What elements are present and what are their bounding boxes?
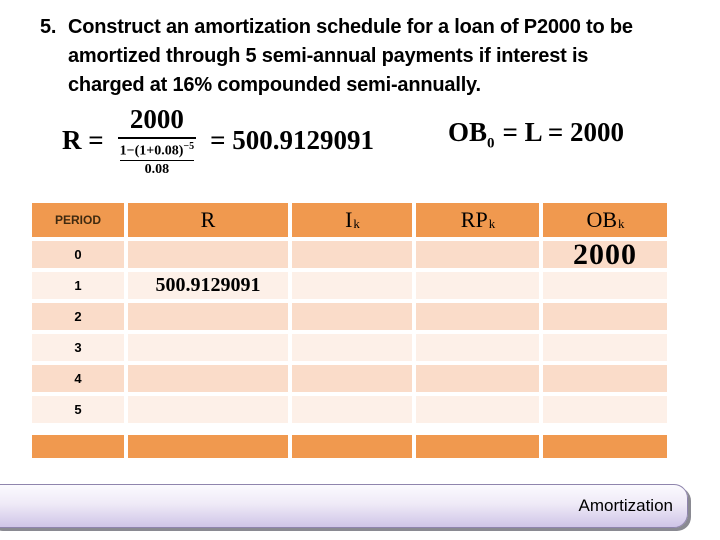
interest-cell [292,272,412,299]
table-row-5: 5 [32,396,667,423]
period-cell: 2 [32,303,124,330]
exponent: −5 [183,141,195,152]
period-cell: 4 [32,365,124,392]
outstanding-balance-cell [543,365,667,392]
table-footer-row [32,435,667,458]
nested-numerator-base: 1−(1+0.08) [119,143,184,159]
title-line-1-text: Construct an amortization schedule for a… [68,16,633,38]
r-cell [128,241,288,268]
table-row-0: 0 2000 [32,240,667,270]
column-header-period: PERIOD [32,203,124,237]
interest-cell [292,241,412,268]
outstanding-balance-cell [543,303,667,330]
r-cell: 500.9129091 [128,272,288,299]
title-line-1: 5. Construct an amortization schedule for… [40,13,633,42]
outstanding-balance-cell [543,272,667,299]
interest-cell [292,303,412,330]
repayment-cell [416,272,539,299]
ob-equation: = L = 2000 [502,117,625,147]
formula-r-lhs: R = [62,124,104,155]
payment-formula: R = 2000 1−(1+0.08)−5 0.08 = 500.9129091 [62,104,374,177]
period-cell: 1 [32,272,124,299]
fraction-bar [117,137,197,139]
column-header-outstanding-balance: OB k [543,203,667,237]
footer-cell [416,435,539,458]
r-cell [128,396,288,423]
r-cell [128,365,288,392]
outstanding-balance-cell [543,334,667,361]
interest-cell [292,365,412,392]
nested-numerator: 1−(1+0.08)−5 [120,142,194,159]
ob-subscript: 0 [487,135,495,152]
table-row-2: 2 [32,303,667,330]
footer-cell [543,435,667,458]
column-header-r: R [128,203,288,237]
footer-cell [32,435,124,458]
table-row-4: 4 [32,365,667,392]
ob-symbol: OB [448,117,488,147]
nested-fraction: 1−(1+0.08)−5 0.08 [118,141,196,177]
r-cell [128,303,288,330]
period-cell: 3 [32,334,124,361]
repayment-cell [416,241,539,268]
nested-fraction-bar [119,159,195,161]
repayment-cell [416,334,539,361]
table-row-3: 3 [32,334,667,361]
nested-denominator: 0.08 [144,161,170,177]
amortization-tab[interactable]: Amortization [0,484,688,528]
title-line-2: amortized through 5 semi-annual payments… [68,45,589,67]
fraction: 2000 1−(1+0.08)−5 0.08 [114,104,200,177]
fraction-numerator: 2000 [129,104,184,134]
outstanding-balance-cell [543,396,667,423]
period-cell: 0 [32,241,124,268]
table-row-1: 1 500.9129091 [32,272,667,299]
amortization-tab-label: Amortization [578,496,673,515]
repayment-cell [416,396,539,423]
outstanding-balance-formula: OB0 = L = 2000 [448,117,624,152]
r-cell [128,334,288,361]
interest-cell [292,334,412,361]
problem-number: 5. [40,16,57,38]
formula-r-result: = 500.9129091 [210,124,375,155]
repayment-cell [416,303,539,330]
column-header-repayment: RP k [416,203,539,237]
footer-cell [128,435,288,458]
footer-cell [292,435,412,458]
outstanding-balance-cell: 2000 [543,240,667,270]
interest-cell [292,396,412,423]
repayment-cell [416,365,539,392]
title-line-3: charged at 16% compounded semi-annually. [68,74,481,96]
period-cell: 5 [32,396,124,423]
problem-title: 5. Construct an amortization schedule for… [40,13,633,100]
